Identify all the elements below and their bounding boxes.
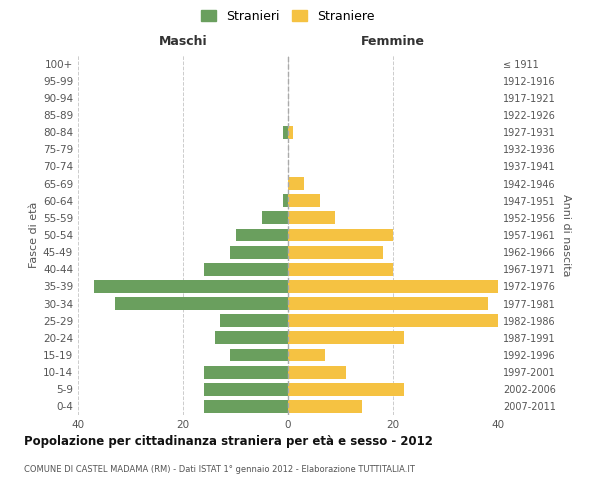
Text: Popolazione per cittadinanza straniera per età e sesso - 2012: Popolazione per cittadinanza straniera p… xyxy=(24,435,433,448)
Bar xyxy=(235,228,288,241)
Text: Maschi: Maschi xyxy=(158,35,208,48)
Bar xyxy=(288,332,404,344)
Bar xyxy=(288,263,393,276)
Bar xyxy=(283,126,288,138)
Bar xyxy=(288,126,293,138)
Bar xyxy=(204,383,288,396)
Bar xyxy=(220,314,288,327)
Text: Femmine: Femmine xyxy=(361,35,425,48)
Bar xyxy=(204,400,288,413)
Bar xyxy=(288,314,498,327)
Text: COMUNE DI CASTEL MADAMA (RM) - Dati ISTAT 1° gennaio 2012 - Elaborazione TUTTITA: COMUNE DI CASTEL MADAMA (RM) - Dati ISTA… xyxy=(24,465,415,474)
Bar xyxy=(288,383,404,396)
Bar xyxy=(283,194,288,207)
Bar xyxy=(288,194,320,207)
Y-axis label: Fasce di età: Fasce di età xyxy=(29,202,39,268)
Bar xyxy=(288,400,361,413)
Bar xyxy=(288,246,383,258)
Bar xyxy=(288,280,498,293)
Bar xyxy=(230,246,288,258)
Bar xyxy=(288,348,325,362)
Bar xyxy=(230,348,288,362)
Bar xyxy=(288,366,346,378)
Bar xyxy=(94,280,288,293)
Bar xyxy=(204,366,288,378)
Bar xyxy=(215,332,288,344)
Bar xyxy=(204,263,288,276)
Bar xyxy=(288,228,393,241)
Bar xyxy=(288,297,487,310)
Bar xyxy=(115,297,288,310)
Bar xyxy=(262,212,288,224)
Bar xyxy=(288,212,335,224)
Bar xyxy=(288,177,304,190)
Legend: Stranieri, Straniere: Stranieri, Straniere xyxy=(197,6,379,26)
Y-axis label: Anni di nascita: Anni di nascita xyxy=(561,194,571,276)
